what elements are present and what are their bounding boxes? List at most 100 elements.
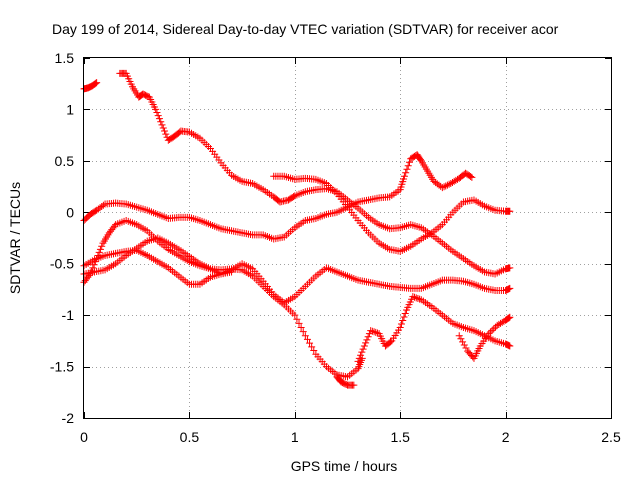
x-axis-label: GPS time / hours	[291, 458, 398, 474]
data-point	[443, 181, 451, 189]
data-point	[98, 242, 106, 250]
data-point	[91, 258, 99, 266]
data-marks	[80, 69, 514, 389]
data-point	[93, 79, 101, 87]
data-point	[155, 115, 163, 123]
data-point	[440, 183, 448, 191]
data-point	[303, 335, 311, 343]
data-point	[401, 309, 409, 317]
data-point	[153, 109, 161, 117]
x-tick-label: 1	[291, 429, 299, 445]
data-point	[91, 80, 99, 88]
data-point	[162, 130, 170, 138]
data-point	[405, 158, 413, 166]
data-point	[93, 255, 101, 263]
data-point	[409, 293, 417, 301]
data-point	[295, 319, 303, 327]
y-axis-label: SDTVAR / TECUs	[7, 182, 23, 294]
y-tick-label: 1	[66, 101, 74, 117]
plot-frame	[83, 57, 612, 419]
series-arc-9	[455, 313, 514, 362]
data-point	[301, 332, 309, 340]
data-point	[291, 311, 299, 319]
data-point	[462, 344, 470, 352]
data-point	[455, 332, 463, 340]
data-point	[459, 338, 467, 346]
x-tick-label: 1.5	[390, 429, 410, 445]
chart-title: Day 199 of 2014, Sidereal Day-to-day VTE…	[52, 21, 559, 37]
data-point	[293, 315, 301, 323]
data-point	[412, 294, 420, 302]
data-point	[359, 345, 367, 353]
data-point	[372, 328, 380, 336]
data-point	[362, 339, 370, 347]
series-arc-6	[80, 234, 366, 381]
series-arc-10	[333, 373, 358, 389]
data-point	[350, 381, 358, 389]
data-point	[358, 348, 366, 356]
data-point	[176, 128, 184, 136]
data-point	[485, 330, 493, 338]
data-point	[400, 172, 408, 180]
y-tick-label: -2	[62, 410, 75, 426]
data-point	[506, 264, 514, 272]
series-arc-4	[80, 151, 476, 243]
data-point	[152, 105, 160, 113]
data-point	[367, 327, 375, 335]
data-point	[96, 245, 104, 253]
data-point	[299, 328, 307, 336]
y-tick-label: 0.5	[55, 153, 75, 169]
data-point	[228, 268, 236, 276]
data-point	[416, 295, 424, 303]
series-arc-1	[80, 79, 101, 93]
data-point	[506, 342, 514, 350]
grid	[84, 58, 611, 418]
data-point	[488, 326, 496, 334]
data-point	[357, 351, 365, 359]
data-point	[468, 173, 476, 181]
data-point	[95, 248, 103, 256]
data-point	[400, 313, 408, 321]
data-point	[506, 207, 514, 215]
axis-ticks: 0 0.5 1 1.5 2 2.5 -2 -1.5 -1 -0.5 0 0.5 1 1.5	[50, 50, 621, 445]
y-tick-label: -0.5	[50, 256, 74, 272]
data-point	[306, 339, 314, 347]
data-point	[157, 118, 165, 126]
data-point	[404, 162, 412, 170]
data-point	[505, 314, 513, 322]
data-point	[368, 327, 376, 335]
data-point	[92, 79, 100, 87]
data-point	[159, 124, 167, 132]
data-point	[85, 272, 93, 280]
data-point	[88, 267, 96, 275]
data-point	[402, 169, 410, 177]
data-point	[506, 284, 514, 292]
data-point	[364, 333, 372, 341]
data-point	[154, 112, 162, 120]
data-point	[99, 201, 107, 209]
series-arc-8	[354, 293, 514, 365]
data-point	[460, 341, 468, 349]
data-point	[89, 264, 97, 272]
data-point	[396, 323, 404, 331]
series-arc-5	[80, 246, 514, 307]
data-point	[490, 325, 498, 333]
x-tick-label: 0	[80, 429, 88, 445]
data-point	[486, 328, 494, 336]
data-point	[438, 184, 446, 192]
data-point	[457, 335, 465, 343]
data-point	[504, 314, 512, 322]
data-point	[467, 172, 475, 180]
data-point	[354, 357, 362, 365]
data-point	[308, 343, 316, 351]
x-tick-label: 0.5	[180, 429, 200, 445]
data-point	[161, 127, 169, 135]
data-point	[414, 294, 422, 302]
data-point	[363, 336, 371, 344]
data-point	[506, 313, 514, 321]
data-point	[373, 329, 381, 337]
x-tick-label: 2.5	[601, 429, 621, 445]
data-point	[290, 193, 298, 201]
y-tick-label: -1.5	[50, 359, 74, 375]
y-tick-label: 0	[66, 204, 74, 220]
